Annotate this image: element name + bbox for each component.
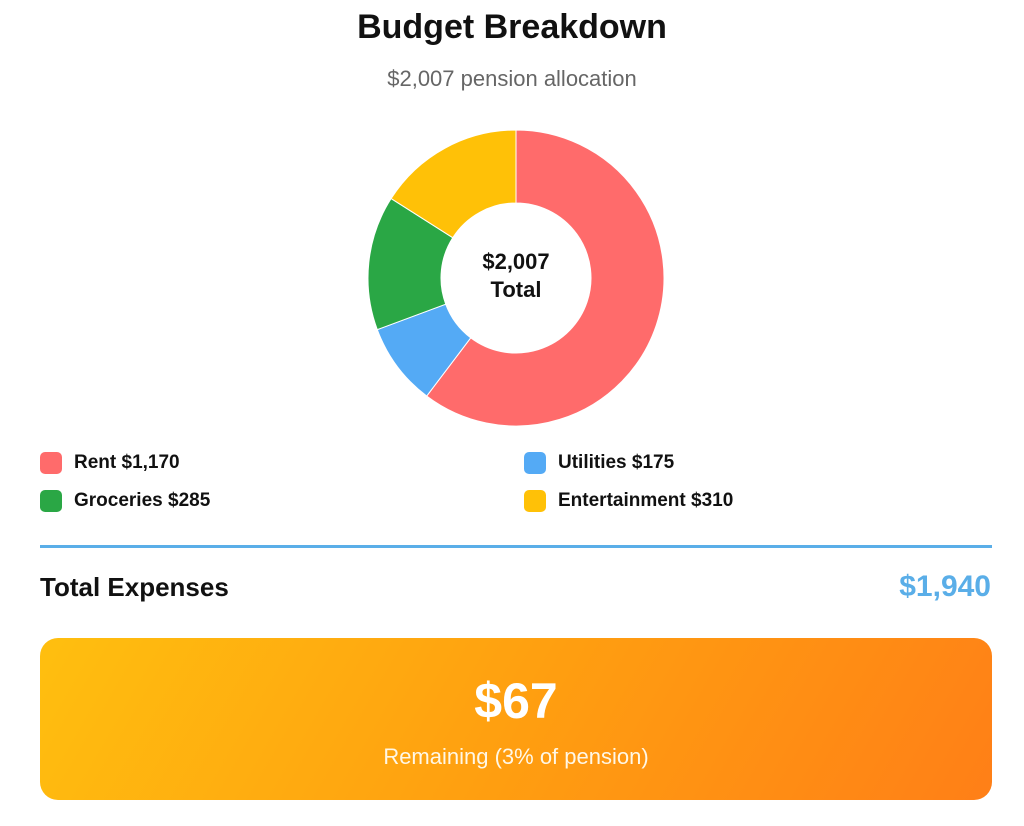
chart-legend: Rent $1,170 Utilities $175 Groceries $28… — [40, 452, 990, 532]
legend-item-entertainment: Entertainment $310 — [524, 490, 733, 512]
donut-center-amount: $2,007 — [482, 249, 550, 274]
total-expenses-value: $1,940 — [899, 570, 991, 603]
legend-swatch-groceries — [40, 490, 62, 512]
donut-chart — [367, 129, 665, 427]
legend-item-rent: Rent $1,170 — [40, 452, 180, 474]
donut-slice-rent — [425, 129, 665, 427]
donut-center-caption: Total — [490, 277, 542, 302]
legend-item-groceries: Groceries $285 — [40, 490, 210, 512]
legend-label-entertainment: Entertainment $310 — [558, 490, 734, 511]
legend-label-rent: Rent $1,170 — [74, 452, 180, 473]
legend-swatch-entertainment — [524, 490, 546, 512]
legend-item-utilities: Utilities $175 — [524, 452, 674, 474]
divider — [40, 545, 992, 548]
legend-swatch-utilities — [524, 452, 546, 474]
remaining-card: $67 Remaining (3% of pension) — [40, 638, 992, 800]
remaining-amount: $67 — [474, 673, 558, 729]
donut-center-label: $2,007 Total — [366, 248, 666, 304]
remaining-caption: Remaining (3% of pension) — [383, 744, 649, 769]
legend-label-groceries: Groceries $285 — [74, 490, 211, 511]
donut-slice-entertainment — [390, 129, 517, 239]
total-expenses-label: Total Expenses — [40, 572, 229, 602]
legend-swatch-rent — [40, 452, 62, 474]
page-title: Budget Breakdown — [357, 8, 667, 46]
page-subtitle: $2,007 pension allocation — [387, 66, 637, 91]
legend-label-utilities: Utilities $175 — [558, 452, 675, 473]
